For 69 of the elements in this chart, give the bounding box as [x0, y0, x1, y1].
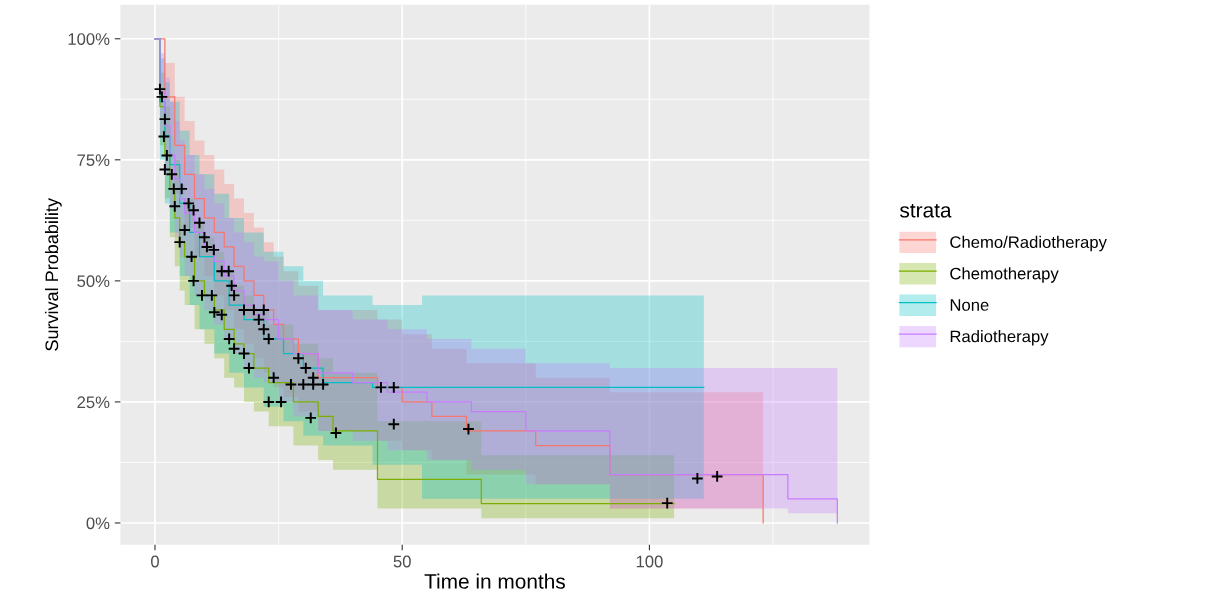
point	[292, 352, 305, 365]
point	[158, 112, 172, 126]
legend-title: strata	[900, 203, 952, 218]
y-tick-label: 25%	[77, 396, 110, 409]
x-tick-label: 50	[393, 555, 411, 568]
point	[168, 199, 182, 213]
point	[198, 230, 211, 244]
point	[205, 289, 219, 302]
point	[187, 274, 200, 288]
point	[207, 243, 221, 257]
point	[215, 308, 229, 322]
y-axis-title: Survival Probability	[44, 198, 62, 351]
point	[296, 378, 310, 391]
point	[387, 381, 401, 394]
point	[257, 303, 271, 317]
point	[153, 82, 167, 96]
point	[227, 289, 241, 302]
point	[222, 332, 236, 346]
point	[193, 216, 206, 230]
y-tick-label: 50%	[77, 275, 110, 288]
point	[252, 313, 266, 326]
point	[257, 322, 271, 336]
point	[274, 395, 288, 409]
point	[222, 264, 236, 278]
point	[462, 422, 475, 436]
legend-label: Chemotherapy	[950, 267, 1059, 283]
point	[242, 361, 256, 375]
point	[267, 371, 280, 385]
point	[710, 470, 724, 483]
point	[374, 381, 388, 394]
point	[247, 303, 261, 317]
legend-label: Radiotherapy	[950, 330, 1049, 346]
point	[187, 203, 200, 217]
point	[225, 279, 238, 293]
point	[262, 332, 276, 346]
y-tick-label: 75%	[77, 154, 110, 167]
point	[284, 378, 298, 391]
point	[165, 167, 179, 181]
point	[329, 426, 343, 440]
point	[387, 417, 401, 431]
point	[691, 472, 704, 485]
point	[237, 303, 251, 317]
point	[182, 197, 195, 210]
point	[237, 347, 251, 360]
point	[195, 289, 209, 302]
x-tick-label: 100	[636, 555, 663, 568]
point	[306, 378, 320, 391]
point	[158, 163, 172, 176]
point	[200, 240, 214, 254]
y-tick-label: 100%	[68, 33, 110, 45]
point	[304, 411, 318, 425]
point	[185, 250, 198, 264]
x-tick-label: 0	[151, 555, 159, 568]
point	[173, 235, 187, 249]
legend-label: Chemo/Radiotherapy	[950, 235, 1107, 252]
point	[157, 130, 171, 143]
point	[160, 149, 174, 162]
legend-label: None	[950, 299, 989, 311]
point	[660, 496, 674, 510]
point	[299, 361, 313, 375]
point	[227, 342, 241, 356]
point	[175, 182, 189, 196]
point	[178, 223, 192, 237]
point	[207, 305, 221, 319]
point	[262, 395, 276, 409]
y-tick-label: 0%	[86, 517, 110, 530]
point	[155, 90, 169, 104]
point	[316, 378, 330, 391]
x-axis-title: Time in months	[424, 573, 565, 589]
